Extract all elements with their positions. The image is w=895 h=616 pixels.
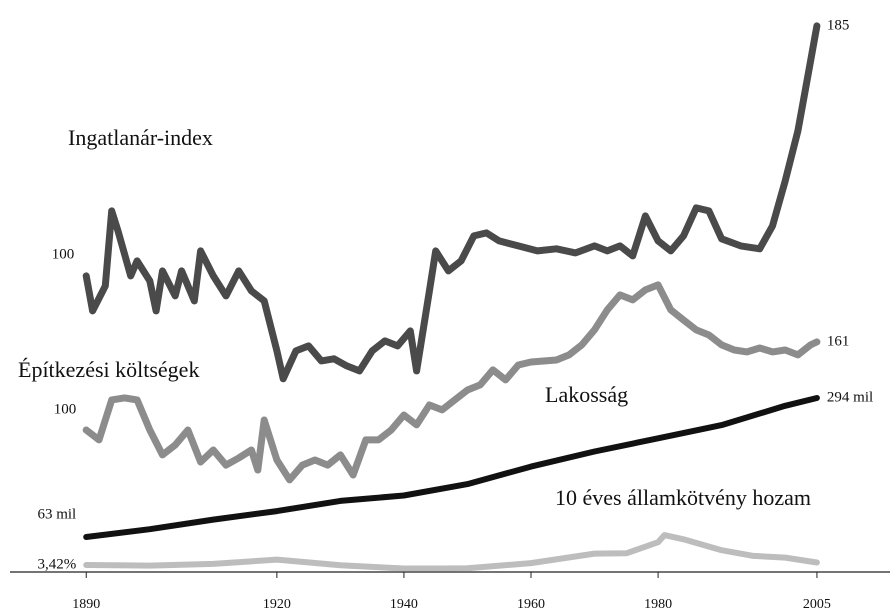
series-line (82, 22, 821, 383)
series-line (83, 395, 820, 540)
x-tick-label: 1890 (72, 597, 100, 612)
series-name: 10 éves államkötvény hozam (555, 485, 811, 510)
x-tick-label: 2005 (803, 597, 831, 612)
value-label: 161 (827, 333, 850, 349)
series-name: Építkezési költségek (18, 357, 199, 382)
x-tick-label: 1940 (390, 597, 418, 612)
value-label: 185 (827, 17, 850, 33)
value-label: 294 mil (827, 389, 873, 405)
x-tick-label: 1960 (517, 597, 545, 612)
x-tick-label: 1920 (263, 597, 291, 612)
series-line (82, 281, 821, 484)
value-label: 100 (52, 246, 75, 262)
value-label: 100 (54, 401, 77, 417)
value-label: 63 mil (37, 506, 76, 522)
x-tick-label: 1980 (644, 597, 672, 612)
value-label: 3,42% (37, 556, 76, 572)
series-name: Lakosság (545, 382, 628, 407)
series-line (83, 532, 820, 572)
series-name: Ingatlanár-index (68, 125, 213, 150)
